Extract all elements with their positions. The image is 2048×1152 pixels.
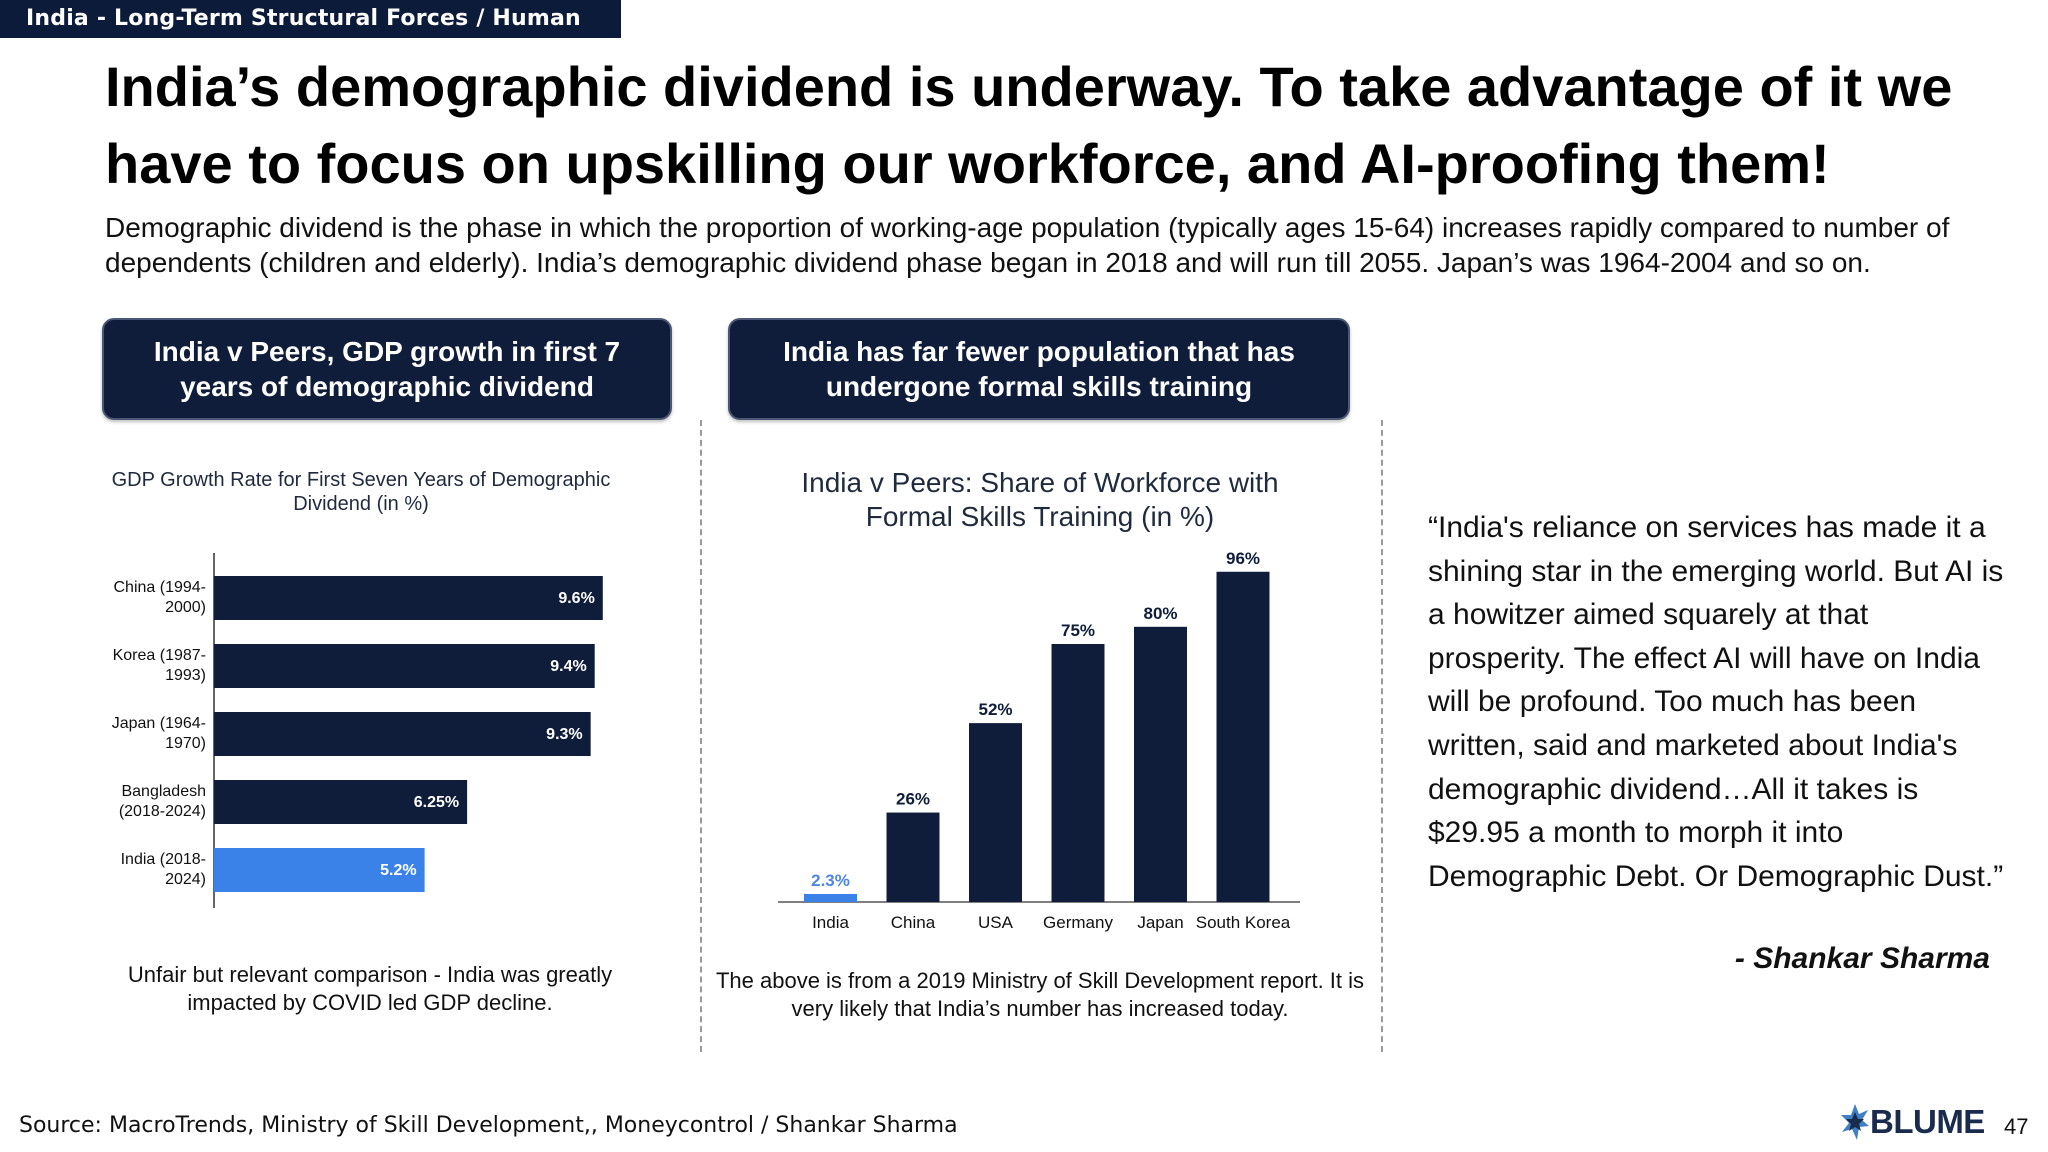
gdp-category-label: 2000)	[165, 599, 206, 616]
skills-bar	[804, 894, 857, 902]
skills-category-label: China	[891, 913, 936, 932]
gdp-category-label: Japan (1964-	[112, 715, 206, 732]
gdp-bar	[214, 712, 591, 756]
left-panel-header: India v Peers, GDP growth in first 7 yea…	[102, 318, 672, 420]
gdp-bar	[214, 576, 603, 620]
gdp-category-label: India (2018-	[121, 851, 206, 868]
gdp-value-label: 9.6%	[558, 590, 594, 607]
skills-value-label: 96%	[1226, 549, 1260, 568]
page-number: 47	[2004, 1114, 2029, 1139]
skills-bar	[1134, 626, 1187, 902]
gdp-value-label: 9.3%	[546, 726, 582, 743]
skills-bar	[1051, 644, 1105, 902]
source-note: Source: MacroTrends, Ministry of Skill D…	[19, 1113, 958, 1138]
skills-value-label: 80%	[1143, 604, 1177, 623]
left-panel-caption: Unfair but relevant comparison - India w…	[127, 962, 613, 1015]
skills-value-label: 26%	[896, 790, 930, 809]
gdp-value-label: 9.4%	[550, 658, 586, 675]
skills-value-label: 52%	[978, 700, 1012, 719]
skills-value-label: 2.3%	[811, 871, 850, 890]
middle-panel-header-text: India has far fewer population that has …	[783, 336, 1295, 402]
page-title: India’s demographic dividend is underway…	[105, 55, 1953, 195]
gdp-category-label: China (1994-	[114, 579, 207, 596]
brand-name: BLUME	[1870, 1103, 1985, 1140]
blume-logo-icon	[1841, 1104, 1869, 1140]
brand-logo: BLUME	[1840, 1102, 1985, 1142]
gdp-value-label: 6.25%	[414, 794, 459, 811]
gdp-growth-chart: 9.6% China (1994- 2000) 9.4% Korea (1987- 199…	[112, 553, 603, 908]
divider-left	[700, 420, 702, 1052]
gdp-bar	[214, 644, 595, 688]
skills-value-label: 75%	[1061, 621, 1095, 640]
middle-panel-header: India has far fewer population that has …	[728, 318, 1350, 420]
middle-panel-caption: The above is from a 2019 Ministry of Ski…	[715, 968, 1365, 1021]
skills-category-label: Japan	[1137, 913, 1183, 932]
gdp-category-label: 1993)	[165, 667, 206, 684]
skills-chart-title: India v Peers: Share of Workforce with F…	[801, 467, 1279, 532]
gdp-category-label: 2024)	[165, 871, 206, 888]
skills-training-chart: 2.3% India 26% China 52% USA 75% Germany 80% Japa…	[778, 549, 1300, 932]
quote-text: “India's reliance on services has made i…	[1428, 511, 2004, 893]
skills-category-label: Germany	[1043, 913, 1113, 932]
gdp-bar	[214, 848, 425, 892]
skills-category-label: India	[812, 913, 849, 932]
quote-author: - Shankar Sharma	[1734, 942, 1990, 975]
divider-right	[1381, 420, 1383, 1052]
gdp-category-label: Korea (1987-	[113, 647, 206, 664]
skills-category-label: South Korea	[1196, 913, 1291, 932]
gdp-chart-title: GDP Growth Rate for First Seven Years of…	[111, 469, 611, 515]
gdp-value-label: 5.2%	[380, 862, 416, 879]
skills-category-label: USA	[978, 913, 1014, 932]
skills-bar	[1216, 571, 1270, 902]
skills-bar	[886, 812, 940, 902]
skills-bar	[969, 723, 1022, 902]
intro-text: Demographic dividend is the phase in whi…	[105, 212, 1950, 278]
left-panel-header-text: India v Peers, GDP growth in first 7 yea…	[153, 336, 621, 402]
gdp-category-label: Bangladesh	[121, 783, 206, 800]
gdp-category-label: (2018-2024)	[119, 803, 206, 820]
gdp-category-label: 1970)	[165, 735, 206, 752]
gdp-bar	[214, 780, 468, 824]
section-tag: India - Long-Term Structural Forces / Hu…	[0, 0, 621, 69]
